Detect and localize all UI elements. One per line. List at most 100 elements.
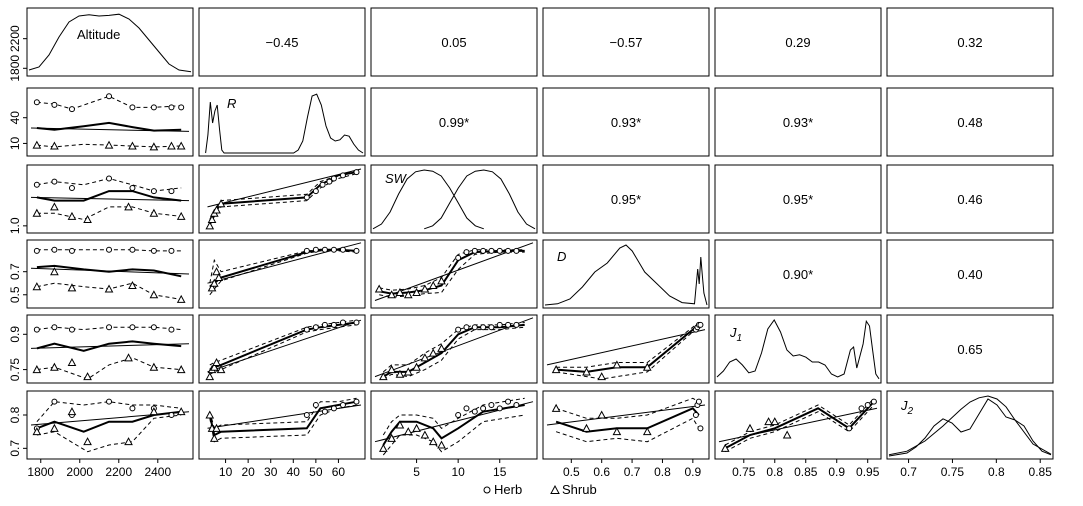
panel-frame-j2-d <box>542 390 710 460</box>
herb-point-sw-r-5 <box>339 172 346 179</box>
shrub-point-j2-altitude-0 <box>32 427 42 436</box>
smooth-line-j2-sw <box>382 404 525 446</box>
density-curve-j1 <box>716 319 880 380</box>
x-tick-label-j1-3: 0.9 <box>828 465 845 479</box>
shrub-point-r-altitude-1 <box>50 141 59 150</box>
panel-frame-j1-d <box>542 314 710 384</box>
x-tick-label-d-2: 0.7 <box>624 465 641 479</box>
diagonal-label-altitude: Altitude <box>77 27 120 42</box>
herb-point-j2-sw-7 <box>513 402 520 408</box>
shrub-point-j1-sw-5 <box>420 353 430 362</box>
panel-frame-j1-r <box>198 314 366 384</box>
panel-frame-j2-j2 <box>886 390 1054 460</box>
herb-point-j2-r-5 <box>353 398 360 405</box>
shrub-point-j1-altitude-1 <box>50 362 59 371</box>
herb-point-j1-altitude-3 <box>106 324 113 331</box>
herb-point-j1-r-0 <box>303 326 310 333</box>
herb-point-sw-altitude-0 <box>33 181 40 188</box>
herb-point-sw-altitude-3 <box>106 175 113 182</box>
legend-marker-herb <box>483 486 491 494</box>
herb-point-j2-sw-4 <box>488 402 495 408</box>
shrub-point-j2-d-4 <box>642 427 652 436</box>
shrub-point-sw-r-0 <box>205 221 215 230</box>
fit-line-sw-r <box>207 168 362 208</box>
panel-frame-j1-j2 <box>886 314 1054 384</box>
density-curve-r <box>205 93 364 154</box>
herb-point-d-r-5 <box>353 247 360 254</box>
shrub-point-j1-altitude-2 <box>67 357 77 367</box>
shrub-point-d-r-1 <box>209 278 219 287</box>
panel-frame-j1-altitude <box>26 314 194 384</box>
panel-frame-j2-r <box>198 390 366 460</box>
shrub-point-r-altitude-0 <box>32 140 42 149</box>
y-tick-label-d-1: 0.7 <box>8 263 22 280</box>
herb-point-j1-altitude-2 <box>68 326 75 333</box>
herb-point-d-altitude-5 <box>150 247 157 254</box>
x-tick-label-j2-0: 0.7 <box>900 465 917 479</box>
lower-band-d-r <box>209 250 357 296</box>
herb-point-j1-r-2 <box>321 321 328 328</box>
shrub-point-d-altitude-5 <box>149 290 159 299</box>
smooth-line-j2-j1 <box>724 401 875 450</box>
shrub-point-sw-altitude-2 <box>67 211 77 220</box>
herb-point-j1-r-5 <box>353 319 360 326</box>
x-tick-label-sw-1: 10 <box>451 465 465 479</box>
herb-point-j1-r-3 <box>330 321 337 328</box>
shrub-point-j2-sw-7 <box>437 440 446 449</box>
shrub-point-j1-r-2 <box>209 362 219 371</box>
shrub-point-sw-altitude-3 <box>83 214 92 224</box>
shrub-point-d-sw-7 <box>437 276 446 285</box>
density-curve-altitude <box>28 13 192 73</box>
x-tick-label-d-3: 0.8 <box>654 465 671 479</box>
y-tick-label-altitude-1: 2200 <box>8 25 22 52</box>
panel-frame-d-altitude <box>26 239 194 309</box>
herb-point-j2-sw-0 <box>455 412 462 418</box>
shrub-point-j1-sw-1 <box>387 365 396 374</box>
diagonal-label-subscript-j2: 2 <box>907 406 914 417</box>
correlation-altitude-j1: 0.29 <box>785 35 810 50</box>
fit-line-j1-r <box>207 319 362 373</box>
shrub-point-d-sw-1 <box>387 290 396 299</box>
shrub-point-j2-sw-4 <box>412 423 421 432</box>
herb-point-j2-altitude-4 <box>129 405 136 412</box>
diagonal-label-subscript-j1: 1 <box>737 333 743 344</box>
herb-point-sw-altitude-6 <box>168 188 175 195</box>
shrub-point-r-altitude-6 <box>176 141 186 150</box>
herb-point-j2-r-4 <box>339 402 346 408</box>
x-tick-label-sw-2: 15 <box>493 465 507 479</box>
x-tick-label-d-4: 0.9 <box>685 465 702 479</box>
shrub-point-j2-sw-1 <box>387 433 396 442</box>
y-tick-label-altitude-0: 1800 <box>8 55 22 82</box>
herb-point-j1-r-4 <box>339 319 346 326</box>
smooth-line-d-altitude <box>36 264 182 278</box>
shrub-point-j2-d-1 <box>582 423 591 432</box>
herb-point-d-altitude-6 <box>168 247 175 254</box>
herb-point-j1-sw-7 <box>513 321 520 328</box>
herb-point-d-sw-0 <box>455 254 462 261</box>
herb-point-r-altitude-5 <box>150 104 157 111</box>
x-tick-label-j1-1: 0.8 <box>766 465 783 479</box>
x-tick-label-r-0: 10 <box>219 465 233 479</box>
herb-point-r-altitude-7 <box>178 104 185 111</box>
shrub-point-j1-d-1 <box>582 367 591 376</box>
herb-point-r-altitude-4 <box>129 104 136 111</box>
lower-band-j1-altitude <box>36 357 182 380</box>
panel-frame-j2-sw <box>370 390 538 460</box>
shrub-point-sw-r-3 <box>212 205 221 214</box>
panel-frame-altitude-altitude <box>26 7 194 77</box>
herb-point-d-r-3 <box>330 246 337 253</box>
panel-frame-sw-j1 <box>714 164 882 234</box>
shrub-point-j2-j1-0 <box>720 443 730 452</box>
shrub-point-d-altitude-0 <box>32 282 42 291</box>
herb-point-j1-altitude-6 <box>168 326 175 333</box>
herb-point-sw-r-4 <box>330 175 337 182</box>
herb-point-j1-sw-1 <box>463 324 470 331</box>
panel-frame-j2-altitude <box>26 390 194 460</box>
herb-point-r-altitude-3 <box>106 93 113 100</box>
shrub-point-sw-altitude-6 <box>176 211 186 220</box>
shrub-point-j1-sw-0 <box>378 372 388 381</box>
panel-frame-altitude-sw <box>370 7 538 77</box>
herb-point-d-sw-7 <box>513 247 520 254</box>
herb-point-j2-altitude-6 <box>168 412 175 418</box>
herb-point-d-r-1 <box>312 246 319 253</box>
